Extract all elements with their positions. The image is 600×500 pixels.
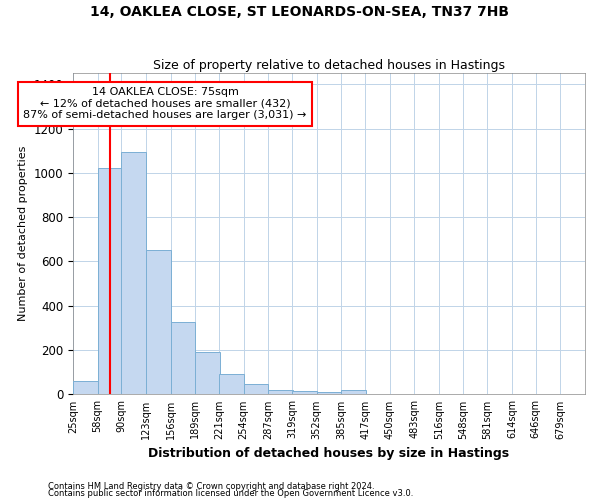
Bar [244,384,268,394]
Bar [98,168,122,394]
Text: Contains HM Land Registry data © Crown copyright and database right 2024.: Contains HM Land Registry data © Crown c… [48,482,374,491]
Text: 14, OAKLEA CLOSE, ST LEONARDS-ON-SEA, TN37 7HB: 14, OAKLEA CLOSE, ST LEONARDS-ON-SEA, TN… [91,5,509,19]
Bar [317,392,341,394]
Bar [170,322,195,394]
Bar [146,250,170,394]
Bar [121,152,146,394]
Bar [195,352,220,395]
Bar [292,391,317,394]
Bar [73,380,98,394]
Bar [219,374,244,394]
Y-axis label: Number of detached properties: Number of detached properties [18,146,28,322]
Bar [341,390,366,394]
Bar [268,390,293,394]
Title: Size of property relative to detached houses in Hastings: Size of property relative to detached ho… [153,59,505,72]
Text: Contains public sector information licensed under the Open Government Licence v3: Contains public sector information licen… [48,489,413,498]
X-axis label: Distribution of detached houses by size in Hastings: Distribution of detached houses by size … [148,447,509,460]
Text: 14 OAKLEA CLOSE: 75sqm
← 12% of detached houses are smaller (432)
87% of semi-de: 14 OAKLEA CLOSE: 75sqm ← 12% of detached… [23,87,307,120]
